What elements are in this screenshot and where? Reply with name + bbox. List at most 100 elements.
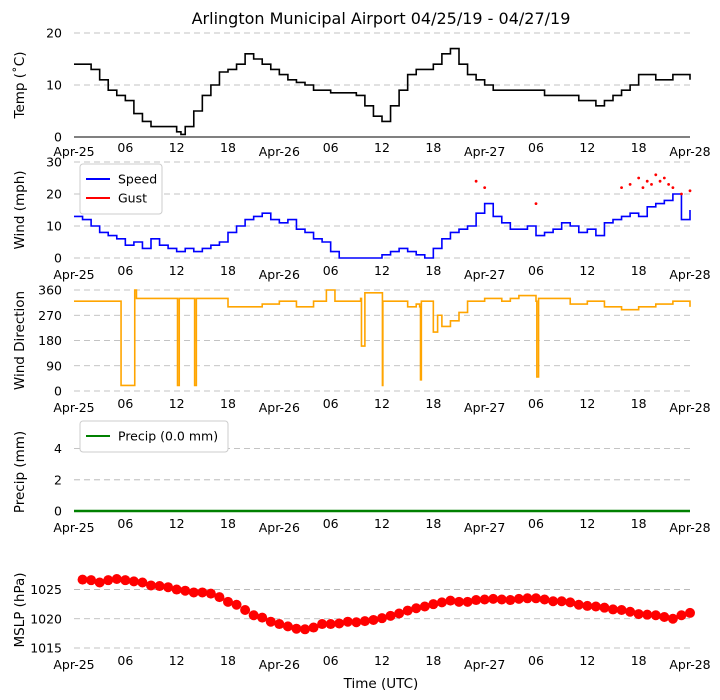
x-tick-label: 12: [169, 516, 185, 531]
mslp-point: [128, 576, 139, 587]
x-tick-label: 18: [631, 140, 647, 155]
mslp-point: [171, 584, 182, 595]
x-tick-label: 18: [425, 140, 441, 155]
x-tick-label: Apr-27: [464, 520, 505, 535]
chart-title: Arlington Municipal Airport 04/25/19 - 0…: [192, 9, 571, 28]
mslp-point: [402, 605, 413, 616]
x-tick-label: 18: [220, 653, 236, 668]
mslp-point: [300, 624, 310, 635]
series-line-temp: [74, 47, 691, 136]
x-tick-label: Apr-28: [669, 144, 710, 159]
gust-point: [667, 183, 671, 186]
mslp-point: [120, 575, 131, 586]
x-tick-label: 06: [117, 653, 133, 668]
mslp-point: [248, 610, 259, 621]
mslp-point: [308, 622, 319, 633]
mslp-point: [650, 610, 661, 621]
mslp-point: [359, 616, 370, 627]
mslp-point: [676, 610, 687, 621]
x-tick-label: 12: [169, 653, 185, 668]
x-tick-label: 12: [374, 140, 390, 155]
mslp-point: [146, 580, 156, 591]
mslp-point: [479, 594, 490, 605]
mslp-point: [325, 619, 336, 630]
mslp-point: [436, 597, 447, 608]
mslp-point: [223, 596, 233, 607]
x-tick-label: 18: [425, 263, 441, 278]
mslp-point: [642, 609, 653, 620]
x-tick-label: 12: [579, 396, 595, 411]
y-tick-label: 10: [46, 78, 62, 93]
x-tick-label: Apr-26: [259, 400, 300, 415]
mslp-point: [377, 613, 387, 624]
mslp-point: [496, 594, 507, 605]
x-tick-label: 18: [631, 396, 647, 411]
x-tick-label: Apr-25: [53, 144, 94, 159]
x-tick-label: 06: [528, 263, 544, 278]
gust-point: [671, 186, 675, 190]
x-tick-label: 12: [579, 653, 595, 668]
series-line-direction: [74, 289, 691, 387]
gust-point: [645, 179, 649, 183]
mslp-point: [513, 593, 524, 604]
mslp-point: [94, 577, 105, 588]
y-tick-label: 4: [54, 441, 62, 456]
x-tick-label: 06: [323, 396, 339, 411]
y-tick-label: 0: [54, 504, 62, 519]
panel-mslp: 1015 1020 1025 Apr-25 06 12 18 Apr-26 06 12 18 Apr-…: [12, 572, 711, 672]
x-tick-label: 18: [220, 140, 236, 155]
mslp-point: [582, 600, 593, 611]
gust-point: [620, 186, 623, 190]
panel-wind: 0 10 20 30 Apr-25 06 12 18 Apr-26 06 12 18 Apr-27 06 1…: [12, 155, 711, 283]
mslp-point: [599, 602, 610, 613]
x-tick-label: Apr-27: [464, 267, 505, 282]
x-tick-label: Apr-26: [259, 267, 300, 282]
x-tick-label: 18: [631, 653, 647, 668]
x-tick-label: 06: [323, 263, 339, 278]
y-tick-label: 20: [46, 187, 62, 202]
x-tick-label: 18: [425, 396, 441, 411]
mslp-point: [608, 604, 618, 615]
x-tick-label: 12: [374, 396, 390, 411]
mslp-point: [548, 596, 559, 607]
x-tick-label: 12: [579, 263, 595, 278]
y-axis-label-mslp: MSLP (hPa): [12, 572, 28, 647]
x-tick-label: 06: [528, 516, 544, 531]
x-tick-label: 12: [169, 140, 185, 155]
gust-point: [534, 202, 538, 206]
y-tick-label: 1015: [30, 641, 62, 656]
x-tick-label: 06: [528, 653, 544, 668]
y-tick-label: 90: [46, 358, 62, 373]
panels: 0 10 20 Apr-25 06 12 18 Apr-26 06 12 18 Apr-27 06 12 1…: [11, 26, 711, 673]
x-tick-label: Apr-25: [53, 267, 94, 282]
mslp-point: [539, 594, 550, 605]
x-tick-label: 06: [323, 140, 339, 155]
legend-precip: [79, 420, 229, 453]
mslp-point: [265, 616, 276, 627]
x-tick-label: 12: [579, 140, 595, 155]
mslp-point: [565, 597, 576, 608]
x-tick-label: 18: [220, 263, 236, 278]
mslp-point: [488, 593, 499, 604]
mslp-point: [573, 599, 584, 610]
mslp-point: [163, 582, 174, 593]
x-tick-label: Apr-26: [259, 144, 300, 159]
x-tick-label: 18: [425, 653, 441, 668]
y-axis-label-temp: Temp (˚C): [11, 52, 28, 120]
x-tick-label: Apr-28: [669, 657, 710, 672]
mslp-point: [411, 603, 422, 614]
mslp-point: [556, 596, 567, 607]
mslp-point: [197, 587, 208, 598]
mslp-point: [531, 593, 541, 604]
y-tick-label: 0: [54, 384, 62, 399]
y-tick-label: 270: [38, 308, 62, 323]
x-axis-label: Time (UTC): [343, 676, 419, 692]
y-tick-label: 10: [46, 219, 62, 234]
x-tick-label: Apr-25: [53, 657, 94, 672]
mslp-point: [240, 605, 251, 615]
x-tick-label: 18: [220, 516, 236, 531]
gust-point: [680, 192, 683, 196]
y-tick-label: 180: [38, 333, 62, 348]
mslp-point: [385, 610, 396, 621]
